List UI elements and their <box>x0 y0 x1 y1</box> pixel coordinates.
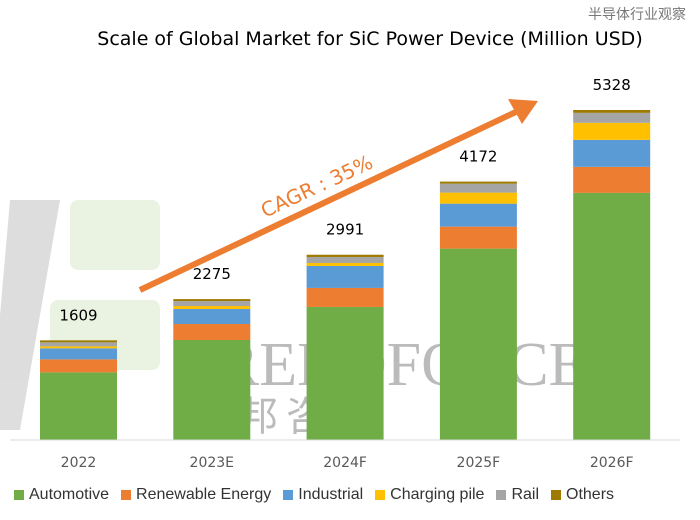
legend-swatch <box>496 490 507 500</box>
bar-renewable-energy-2025F <box>439 226 517 249</box>
bar-charging-pile-2023E <box>173 306 251 310</box>
legend-item: Others <box>551 486 614 504</box>
legend-item: Rail <box>496 486 539 504</box>
legend: Automotive Renewable Energy Industrial Char… <box>14 486 694 504</box>
watermark-source: 半导体行业观察 <box>588 7 686 23</box>
x-tick-label: 2025F <box>457 455 501 471</box>
legend-item: Industrial <box>283 486 363 504</box>
bar-automotive-2022 <box>40 372 117 440</box>
x-tick-label: 2026F <box>590 455 634 471</box>
legend-label: Automotive <box>29 486 110 503</box>
bar-automotive-2024F <box>306 306 384 440</box>
bar-others-2024F <box>306 254 384 257</box>
bar-rail-2023E <box>173 301 251 307</box>
legend-item: Automotive <box>14 486 109 504</box>
legend-label: Charging pile <box>390 486 485 503</box>
bar-others-2025F <box>439 181 517 184</box>
x-tick-label: 2022 <box>61 455 97 471</box>
chart-title: Scale of Global Market for SiC Power Dev… <box>97 28 643 50</box>
total-label: 5328 <box>593 76 631 94</box>
legend-label: Rail <box>511 486 540 503</box>
bar-others-2026F <box>573 110 651 113</box>
watermark-logo <box>0 200 160 430</box>
bar-charging-pile-2026F <box>573 122 651 140</box>
bar-others-2022 <box>40 340 117 343</box>
legend-swatch <box>551 490 562 500</box>
total-label: 2991 <box>326 221 364 239</box>
bar-renewable-energy-2022 <box>40 359 117 373</box>
bar-charging-pile-2022 <box>40 346 117 349</box>
bar-industrial-2023E <box>173 309 251 324</box>
legend-label: Renewable Energy <box>136 486 272 503</box>
bar-charging-pile-2025F <box>439 192 517 204</box>
bar-industrial-2026F <box>573 139 651 167</box>
bar-renewable-energy-2023E <box>173 323 251 340</box>
total-label: 4172 <box>459 148 497 166</box>
bar-renewable-energy-2026F <box>573 166 651 193</box>
legend-swatch <box>14 490 24 500</box>
legend-swatch <box>375 490 386 500</box>
cagr-arrow <box>138 99 538 293</box>
total-label: 2275 <box>193 265 231 283</box>
bar-automotive-2023E <box>173 339 251 440</box>
x-tick-label: 2024F <box>323 455 367 471</box>
legend-swatch <box>283 490 294 500</box>
bar-industrial-2022 <box>40 348 117 360</box>
bar-rail-2025F <box>439 183 517 193</box>
x-tick-label: 2023E <box>190 455 234 471</box>
bar-rail-2026F <box>573 112 651 123</box>
bar-industrial-2024F <box>306 265 384 288</box>
bar-rail-2024F <box>306 256 384 263</box>
bar-renewable-energy-2024F <box>306 287 384 307</box>
legend-label: Others <box>566 486 615 503</box>
legend-item: Renewable Energy <box>121 486 271 504</box>
total-label: 1609 <box>59 306 97 324</box>
bar-automotive-2026F <box>573 192 651 440</box>
legend-item: Charging pile <box>375 486 484 504</box>
legend-label: Industrial <box>298 486 364 503</box>
bar-rail-2022 <box>40 342 117 347</box>
bar-industrial-2025F <box>439 203 517 227</box>
legend-swatch <box>121 490 132 500</box>
bar-others-2023E <box>173 299 251 302</box>
bar-automotive-2025F <box>439 248 517 440</box>
bar-charging-pile-2024F <box>306 262 384 266</box>
